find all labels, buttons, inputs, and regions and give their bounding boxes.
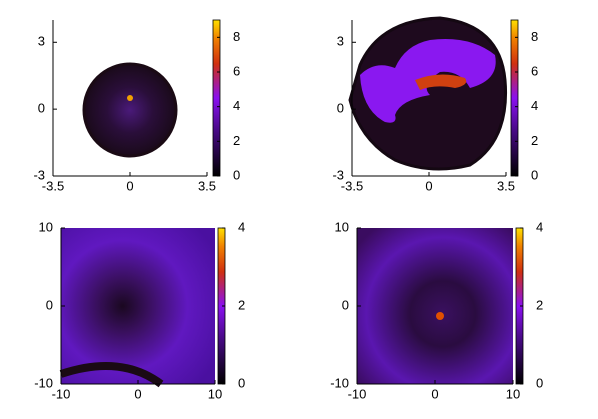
colorbar-tick-label: 8 (531, 29, 538, 44)
colorbar-tick-label: 4 (238, 219, 245, 234)
y-tick-label: 10 (335, 219, 349, 234)
x-tick-label: 3.5 (198, 178, 216, 193)
x-tick-label: -10 (52, 386, 71, 401)
y-tick-label: -3 (33, 167, 45, 182)
colorbar (510, 19, 519, 177)
x-tick-label: 10 (506, 386, 520, 401)
x-tick-label: 10 (208, 386, 222, 401)
x-tick-label: 3.5 (497, 178, 515, 193)
x-tick-label: -3.5 (42, 178, 64, 193)
y-tick-label: 0 (337, 101, 344, 116)
y-tick-label: 10 (39, 219, 53, 234)
colorbar-tick-label: 0 (536, 375, 543, 390)
colorbar-tick-label: 0 (233, 167, 240, 182)
y-tick-label: -10 (330, 375, 349, 390)
colorbar-tick-label: 0 (238, 375, 245, 390)
y-tick-label: 0 (38, 101, 45, 116)
colorbar-tick-label: 8 (233, 29, 240, 44)
x-tick-label: -3.5 (341, 178, 363, 193)
x-tick-label: 0 (425, 178, 432, 193)
x-tick-label: 0 (126, 178, 133, 193)
colorbar-tick-label: 4 (536, 219, 543, 234)
density-edge (59, 362, 164, 388)
y-tick-label: 3 (337, 34, 344, 49)
colorbar (212, 19, 221, 177)
density-field (61, 228, 215, 384)
colorbar-tick-label: 4 (531, 98, 538, 113)
colorbar-tick-label: 2 (238, 297, 245, 312)
y-tick-label: 0 (46, 297, 53, 312)
density-field (357, 228, 513, 384)
x-tick-label: -10 (348, 386, 367, 401)
colorbar-tick-label: 2 (233, 133, 240, 148)
colorbar-tick-label: 6 (531, 63, 538, 78)
colorbar-tick-label: 4 (233, 98, 240, 113)
colorbar-tick-label: 0 (531, 167, 538, 182)
density-peak (127, 95, 133, 101)
y-tick-label: 3 (38, 34, 45, 49)
y-tick-label: -10 (34, 375, 53, 390)
colorbar-tick-label: 2 (536, 297, 543, 312)
x-tick-label: 0 (134, 386, 141, 401)
colorbar-tick-label: 2 (531, 133, 538, 148)
x-tick-label: 0 (431, 386, 438, 401)
colorbar-tick-label: 6 (233, 63, 240, 78)
y-tick-label: 0 (342, 297, 349, 312)
density-field (82, 62, 178, 158)
density-peak (436, 312, 444, 320)
y-tick-label: -3 (332, 167, 344, 182)
density-core (415, 74, 467, 90)
